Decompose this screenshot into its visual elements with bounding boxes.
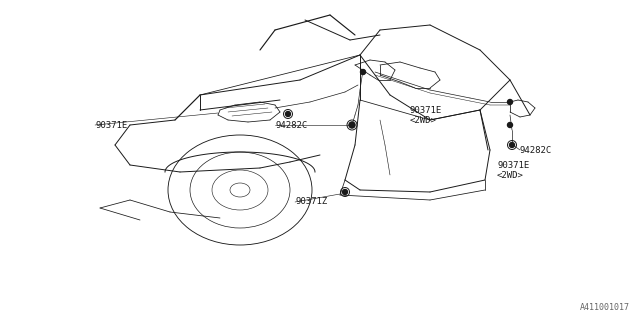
Text: 94282C: 94282C [275, 121, 307, 130]
Circle shape [349, 122, 355, 128]
Circle shape [349, 123, 355, 127]
Text: A411001017: A411001017 [580, 303, 630, 312]
Text: <2WD>: <2WD> [497, 171, 524, 180]
Text: 90371Z: 90371Z [295, 197, 327, 206]
Circle shape [509, 142, 515, 148]
Circle shape [360, 69, 365, 75]
Text: 90371E: 90371E [95, 121, 127, 130]
Circle shape [361, 70, 365, 74]
Circle shape [342, 189, 348, 195]
Text: 90371E: 90371E [410, 106, 442, 115]
Text: 90371E: 90371E [497, 161, 529, 170]
Circle shape [285, 111, 291, 116]
Text: 94282C: 94282C [520, 146, 552, 155]
Circle shape [508, 123, 513, 127]
Circle shape [508, 100, 513, 105]
Text: <2WD>: <2WD> [410, 116, 437, 124]
